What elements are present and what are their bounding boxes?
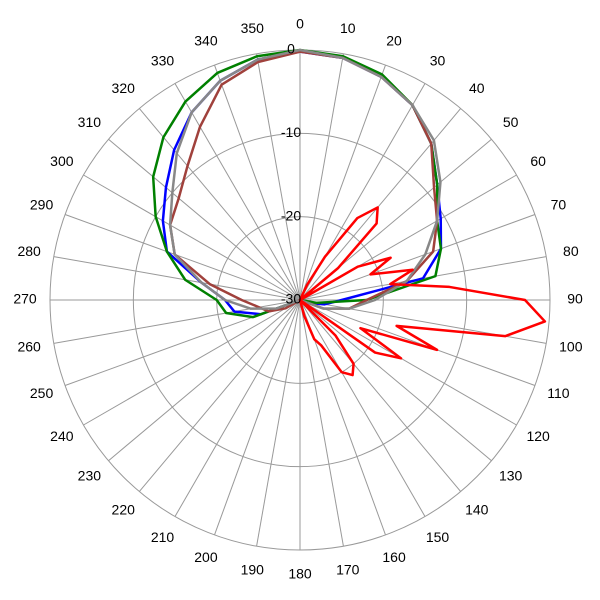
spoke: [299, 299, 536, 386]
angle-label: 140: [465, 501, 489, 517]
spoke: [83, 299, 301, 426]
spoke: [256, 299, 301, 547]
spoke: [83, 174, 301, 301]
angle-label: 340: [194, 32, 218, 48]
angle-label: 20: [386, 32, 402, 48]
spoke: [299, 53, 344, 301]
angle-label: 40: [469, 80, 485, 96]
angle-label: 260: [17, 338, 41, 354]
pattern-line: [298, 206, 547, 377]
spoke: [214, 299, 301, 536]
angle-label: 90: [567, 291, 583, 307]
angle-label: 180: [288, 566, 312, 582]
angle-label: 60: [530, 153, 546, 169]
angle-label: 160: [382, 549, 406, 565]
spoke: [299, 299, 517, 426]
angle-label: 110: [547, 385, 570, 401]
angle-label: 330: [151, 53, 175, 69]
angle-label: 270: [13, 291, 37, 307]
angle-label: 10: [340, 20, 356, 36]
angle-label: 240: [50, 428, 74, 444]
spoke: [299, 299, 462, 492]
spoke: [256, 53, 301, 301]
angle-label: 220: [112, 501, 136, 517]
spoke: [138, 299, 301, 492]
angle-label: 130: [499, 467, 523, 483]
angle-label: 320: [112, 80, 136, 96]
angle-label: 350: [241, 20, 265, 36]
spoke: [299, 64, 386, 301]
angle-label: 290: [30, 197, 54, 213]
angle-label: 310: [78, 114, 102, 130]
r-tick-label: -20: [281, 207, 301, 223]
spoke: [64, 214, 301, 301]
spoke: [174, 83, 301, 301]
r-tick-label: -10: [281, 124, 301, 140]
spoke: [299, 299, 426, 517]
angle-label: 50: [503, 114, 519, 130]
angle-label: 0: [296, 16, 304, 32]
spoke: [299, 299, 492, 462]
angle-label: 80: [563, 243, 579, 259]
pattern-line: [168, 50, 439, 313]
spoke: [108, 138, 301, 301]
angle-label: 100: [559, 338, 583, 354]
angle-label: 200: [194, 549, 218, 565]
angle-label: 120: [526, 428, 550, 444]
spoke: [53, 256, 301, 301]
angle-label: 150: [426, 529, 450, 545]
spoke: [138, 108, 301, 301]
angle-label: 280: [17, 243, 41, 259]
spoke: [214, 64, 301, 301]
spoke: [299, 299, 344, 547]
angle-label: 300: [50, 153, 74, 169]
angle-label: 230: [78, 467, 102, 483]
angle-label: 30: [430, 53, 446, 69]
r-tick-label: 0: [287, 41, 295, 57]
spoke: [108, 299, 301, 462]
spoke: [299, 214, 536, 301]
angle-label: 250: [30, 385, 54, 401]
angle-label: 170: [336, 562, 360, 578]
angle-label: 210: [151, 529, 175, 545]
angle-label: 70: [551, 197, 567, 213]
angle-label: 190: [241, 562, 265, 578]
r-tick-label: -30: [281, 291, 301, 307]
spoke: [174, 299, 301, 517]
